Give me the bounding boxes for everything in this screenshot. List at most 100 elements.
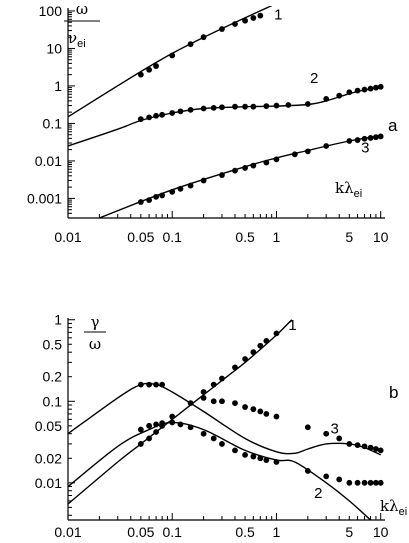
panel-a-series-3-point (200, 177, 207, 184)
panel-b-series-3-point (373, 446, 379, 452)
panel-b-series-3-point (273, 413, 280, 420)
panel-b-series-2-point (323, 473, 330, 480)
panel-a-series-2-point (285, 102, 292, 108)
panel-b-series-2-point (373, 479, 379, 486)
panel-a-series-3-point (291, 151, 298, 158)
panel-b-series-2-point (137, 426, 144, 433)
panel-b-series-2-point (169, 419, 176, 426)
panel-b-curve-labels: 1 2 3 (288, 317, 339, 502)
panel-b-y-tick-label: 0.01 (35, 475, 62, 491)
panel-a-series-3-point (187, 182, 194, 189)
panel-a-series-2-point (137, 116, 144, 123)
panel-a-series-2-point (373, 84, 379, 91)
panel-a-series-3-point (377, 133, 384, 140)
panel-a-points (137, 12, 384, 205)
panel-a-x-tick-label: 5 (345, 229, 353, 245)
panel-a-axes (67, 8, 385, 219)
panel-b-series-3-point (257, 408, 264, 415)
panel-a-series-2-point (242, 103, 248, 110)
panel-a-series-2-point (273, 102, 280, 109)
panel-b-series-2-point (219, 441, 225, 447)
panel-b-series-2-point (159, 420, 166, 426)
panel-a-series-2-point (153, 112, 159, 119)
panel-b-y-ticks: 0.01 0.02 0.05 0.1 0.2 0.5 1 (35, 312, 75, 516)
panel-b-series-3-point (159, 381, 166, 388)
panel-b-series-3-point (210, 398, 217, 405)
panel-b-series-2-point (263, 457, 270, 463)
panel-a-curve-label-2: 2 (310, 70, 318, 87)
panel-a-y-tick-label: 10 (46, 40, 62, 56)
panel-b-x-tick-label: 1 (273, 524, 281, 540)
panel-a-series-2-point (187, 106, 194, 113)
panel-a-series-1-point (137, 71, 144, 78)
panel-a-series-1-point (200, 34, 207, 41)
panel-b-series-3-point (250, 406, 257, 413)
panel-b-chart: 0.01 0.05 0.1 0.5 1 5 10 0.01 0.02 0.05 0.1 0.2 0.5… (35, 312, 407, 540)
panel-a-series-2-point (346, 89, 353, 96)
panel-a-series-2-point (263, 103, 270, 109)
panel-b-y-tick-label: 0.5 (43, 336, 63, 352)
panel-a-series-2-point (336, 92, 343, 99)
panel-a-series-2-point (200, 105, 207, 112)
panel-b-xlabel-main: kλ (380, 497, 399, 515)
panel-b-series-3-point (137, 381, 144, 388)
panel-a-x-tick-label: 0.5 (235, 229, 255, 245)
panel-b-x-tick-label: 5 (345, 524, 353, 540)
panel-b-series-2-point (377, 479, 384, 486)
panel-b-series-3-point (263, 411, 270, 417)
panel-a-series-2-point (377, 83, 384, 90)
panel-a-series-1-point (232, 21, 238, 27)
panel-a-letter: a (388, 116, 398, 135)
panel-a-series-2-point (146, 114, 153, 121)
panel-a-series-3-point (159, 192, 166, 199)
panel-a-y-axis-label: ω νei (64, 0, 100, 50)
panel-b-series-3-point (377, 447, 384, 454)
panel-b-x-ticks: 0.01 0.05 0.1 0.5 1 5 10 (54, 513, 389, 540)
panel-b-series-3-point (354, 442, 361, 449)
panel-a-series-3-point (169, 188, 176, 195)
panel-a-series-2-point (210, 104, 217, 111)
panel-a-series-2-point (232, 103, 238, 110)
panel-a-series-3-point (219, 172, 225, 178)
panel-a-series-3-point (250, 162, 257, 169)
panel-b-series-2-point (304, 468, 311, 474)
panel-b-series-3-point (153, 381, 159, 388)
panel-a-ylabel-numerator: ω (76, 0, 88, 18)
panel-b-series-2-point (336, 476, 343, 483)
panel-a-series-3-point (273, 156, 280, 163)
panel-a-curve-labels: 1 2 3 (274, 6, 369, 156)
panel-b-ylabel-denominator: ω (89, 335, 101, 353)
panel-a-ylabel-denominator-sub: ei (77, 38, 86, 50)
panel-b-y-axis-label: γ ω (84, 313, 106, 353)
panel-b-series-1-point (210, 381, 217, 388)
panel-b-series-3-point (361, 443, 368, 450)
panel-a-series-2-point (304, 101, 311, 107)
panel-b-y-tick-label: 0.05 (35, 418, 62, 434)
panel-b-series-1-point (242, 356, 248, 362)
panel-a-series-2-point (354, 87, 361, 94)
panel-a-series-2-point (323, 96, 330, 102)
panel-a-series-3-point (373, 134, 379, 141)
panel-a-xlabel-sub: ei (354, 188, 363, 200)
panel-a-x-tick-label: 0.01 (54, 229, 81, 245)
panel-a-series-1-point (169, 52, 176, 59)
panel-b-series-2-point (232, 447, 238, 454)
panel-a-xlabel-main: kλ (335, 179, 354, 197)
panel-b-series-1-point (263, 338, 270, 344)
panel-b-series-2-point (177, 421, 184, 428)
panel-a-series-1-point (257, 12, 264, 19)
panel-a-series-1-point (153, 63, 159, 69)
panel-a-series-3-point (346, 138, 353, 144)
panel-b-series-1-point (146, 435, 153, 442)
panel-b-x-tick-label: 0.1 (162, 524, 182, 540)
panel-b-y-tick-label: 1 (54, 312, 62, 328)
panel-a-chart: 0.01 0.05 0.1 0.5 1 5 10 0.001 0.01 0.1 1 10 100 1 2… (27, 0, 398, 245)
panel-b-y-tick-label: 0.02 (35, 450, 62, 466)
panel-b-series-2-point (187, 424, 194, 431)
panel-b-series-2-point (361, 479, 368, 486)
panel-b-x-axis-label: kλei (380, 497, 407, 518)
panel-a-series-3-point (137, 199, 144, 205)
panel-a-series-3-point (367, 135, 374, 141)
panel-a-y-tick-label: 0.001 (27, 190, 62, 206)
